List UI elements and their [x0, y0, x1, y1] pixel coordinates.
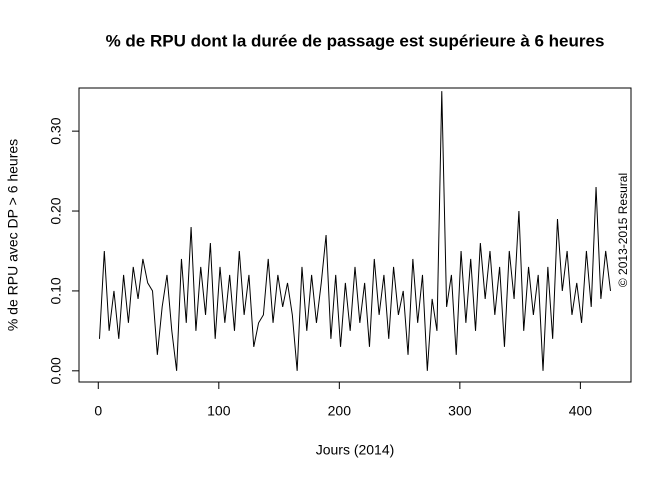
y-tick-label: 0.20 [48, 197, 64, 224]
x-tick-label: 200 [328, 403, 352, 419]
y-tick-label: 0.00 [48, 357, 64, 384]
x-tick-label: 0 [94, 403, 102, 419]
data-line [98, 91, 612, 371]
x-tick-label: 300 [448, 403, 472, 419]
y-axis-label: % de RPU avec DP > 6 heures [5, 139, 21, 331]
annotation: © 2013-2015 Resural [616, 173, 630, 287]
x-axis-label: Jours (2014) [316, 442, 395, 458]
chart-title: % de RPU dont la durée de passage est su… [106, 31, 605, 50]
x-tick-label: 100 [207, 403, 231, 419]
y-tick-label: 0.10 [48, 277, 64, 304]
x-tick-label: 400 [569, 403, 593, 419]
y-tick-label: 0.30 [48, 117, 64, 144]
